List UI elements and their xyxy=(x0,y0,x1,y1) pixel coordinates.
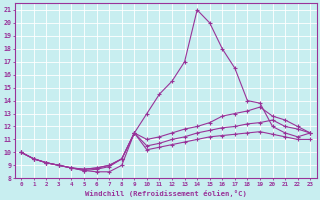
X-axis label: Windchill (Refroidissement éolien,°C): Windchill (Refroidissement éolien,°C) xyxy=(85,190,247,197)
